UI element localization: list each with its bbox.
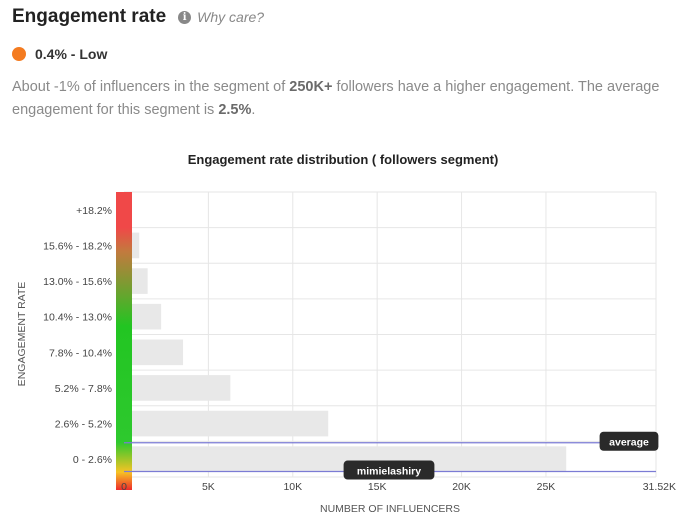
bar [124,410,329,437]
why-care-link[interactable]: Why care? [197,9,265,25]
y-tick-label: 0 - 2.6% [73,454,112,466]
x-axis-label: NUMBER OF INFLUENCERS [320,503,460,515]
bar [124,339,184,366]
y-tick-label: 13.0% - 15.6% [43,276,112,288]
bar [124,375,231,401]
y-tick-label: 2.6% - 5.2% [55,419,112,431]
x-tick-label: 20K [452,481,471,493]
desc-part1: About -1% of influencers in the segment … [12,79,290,95]
info-icon[interactable]: i [178,10,192,24]
header: Engagement rate i Why care? [12,6,264,28]
desc-average: 2.5% [218,102,252,118]
desc-segment: 250K+ [289,79,333,95]
x-tick-label: 15K [368,481,387,493]
y-tick-label: 5.2% - 7.8% [55,383,112,395]
chart-title: Engagement rate distribution ( followers… [188,152,499,167]
marker-label-bg [343,460,435,480]
y-axis-label: ENGAGEMENT RATE [16,282,28,387]
x-tick-label: 25K [537,481,556,493]
x-tick-label: 5K [202,481,215,493]
marker-label: mimielashiry [357,466,421,478]
desc-part3: . [251,102,256,118]
x-tick-label: 0 [121,481,127,493]
engagement-color-scale [116,192,132,490]
desc-part2: followers have a higher engagement. The … [12,79,660,118]
x-tick-label: 31.52K [643,481,676,493]
marker-label-bg [599,431,659,451]
y-tick-label: 15.6% - 18.2% [43,240,112,252]
y-tick-label: 7.8% - 10.4% [49,347,112,359]
status-dot [12,47,26,61]
engagement-status: 0.4% - Low [12,46,107,62]
y-tick-label: +18.2% [76,205,112,217]
engagement-description: About -1% of influencers in the segment … [12,76,677,122]
y-tick-label: 10.4% - 13.0% [43,312,112,324]
marker-label: average [609,437,649,449]
x-tick-label: 10K [283,481,302,493]
status-value: 0.4% - Low [35,46,108,62]
page-title: Engagement rate [12,6,167,27]
